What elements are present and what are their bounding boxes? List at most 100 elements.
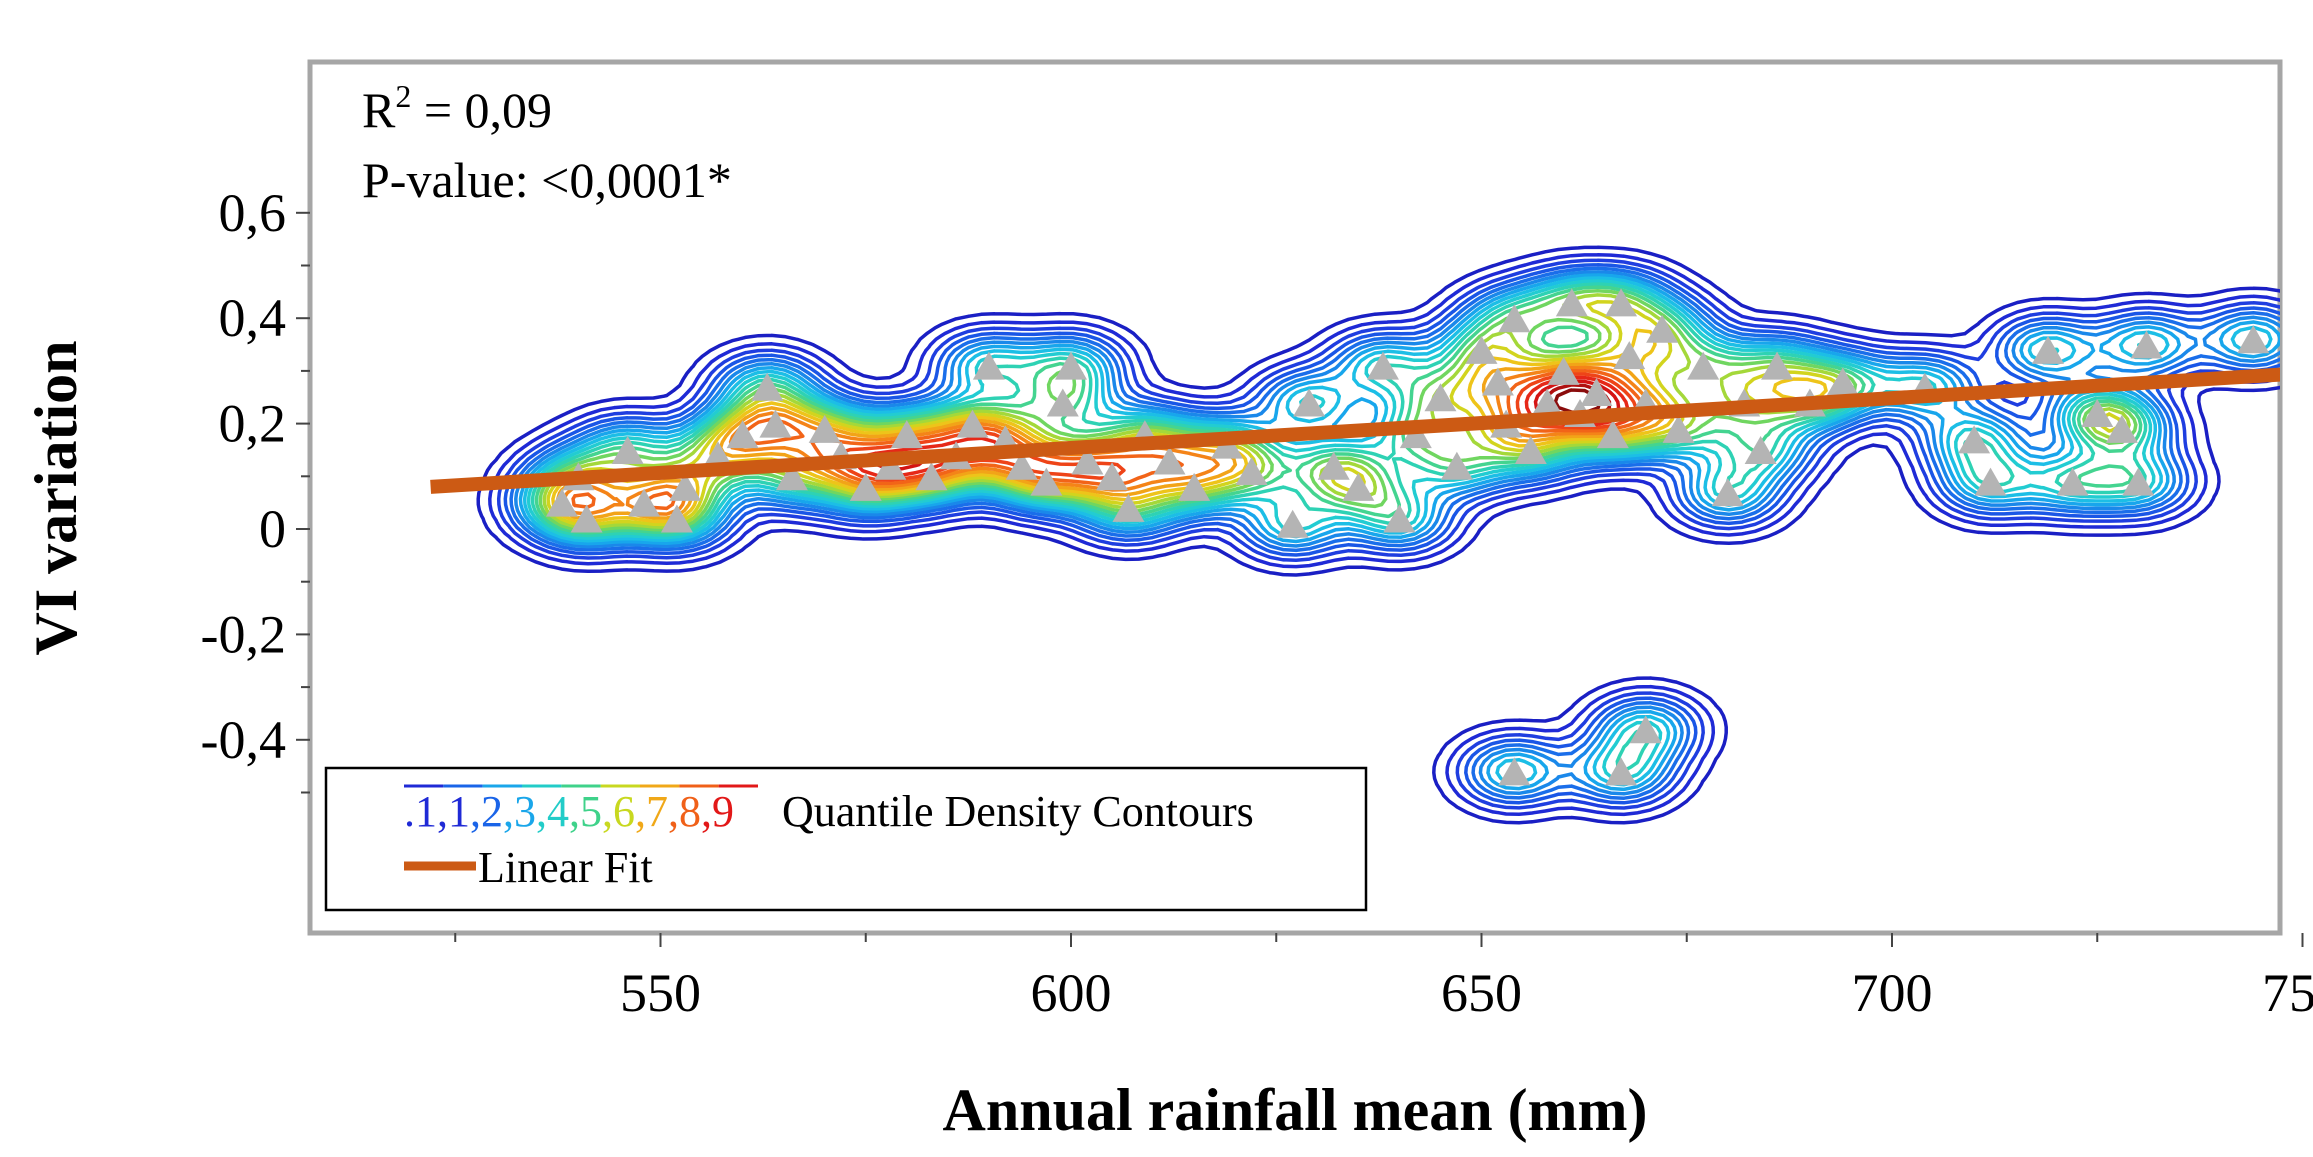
data-point-17 [890,420,923,449]
data-point-35 [1276,509,1309,538]
r-squared-annotation: R2 = 0,09 [362,78,552,138]
density-contour-level-2 [488,252,2280,817]
r-squared-symbol: R [362,82,396,138]
data-point-36 [1293,388,1326,417]
data-point-41 [1399,420,1432,449]
data-point-75 [2130,330,2163,359]
data-point-26 [1055,351,1087,380]
data-point-76 [2237,325,2270,354]
y-tick-label--0,2: -0,2 [201,604,286,664]
legend-contour-label: Quantile Density Contours [782,787,1254,836]
data-point-70 [2031,335,2064,364]
data-point-29 [1112,493,1145,522]
y-tick-label--0,4: -0,4 [201,710,286,770]
data-point-18 [915,462,948,491]
linear-fit-line [430,367,2280,494]
data-point-15 [849,472,882,501]
x-tick-label-550: 550 [620,963,701,1023]
r-squared-superscript: 2 [395,78,411,114]
data-point-78 [1605,757,1638,786]
r-squared-value: = 0,09 [411,82,552,138]
legend-fit-label: Linear Fit [478,843,653,892]
x-axis: 550 600 650 700 750 [454,933,2313,1023]
data-point-69 [1974,467,2007,496]
data-point-32 [1178,472,1211,501]
legend-level-3: ,2 [470,787,503,836]
data-point-71 [2056,467,2089,496]
data-point-79 [1629,715,1662,744]
data-point-24 [1030,467,1063,496]
data-point-45 [1481,367,1514,396]
data-point-40 [1383,504,1416,533]
data-point-10 [751,372,784,401]
data-point-7 [669,472,702,501]
data-point-11 [759,409,792,438]
x-tick-label-700: 700 [1852,963,1933,1023]
data-point-37 [1317,451,1350,480]
x-tick-label-750: 750 [2262,963,2313,1023]
data-point-77 [1498,757,1531,786]
x-tick-label-650: 650 [1441,963,1522,1023]
y-tick-label-0,4: 0,4 [219,288,287,348]
data-point-38 [1342,472,1375,501]
data-points [545,288,2270,786]
data-point-34 [1235,457,1268,486]
data-point-50 [1547,356,1580,385]
data-point-44 [1465,335,1498,364]
legend-level-10: ,9 [701,787,734,836]
data-point-47 [1498,304,1531,333]
data-point-61 [1711,478,1744,507]
y-tick-label-0,2: 0,2 [219,394,287,454]
data-point-25 [1046,388,1079,417]
density-contour-level-1 [476,245,2280,825]
data-point-49 [1531,388,1564,417]
data-point-28 [1096,462,1129,491]
data-point-23 [1005,451,1038,480]
linear-fit-group [430,367,2280,494]
legend: .1,1,2,3,4,5,6,7,8,9 Quantile Density Co… [324,766,1368,912]
data-point-74 [2122,467,2155,496]
data-point-51 [1555,288,1588,317]
data-point-4 [611,435,644,464]
data-point-39 [1366,351,1399,380]
data-point-6 [660,504,693,533]
legend-level-6: ,5 [569,787,602,836]
data-point-43 [1440,451,1473,480]
y-tick-label-0,6: 0,6 [219,183,287,243]
data-point-9 [726,420,759,449]
data-point-12 [775,462,808,491]
density-contour-level-11 [534,285,2143,535]
data-point-53 [1580,377,1613,406]
legend-level-2: ,1 [437,787,470,836]
data-point-58 [1646,314,1679,343]
data-point-20 [956,409,989,438]
data-point-68 [1958,425,1991,454]
legend-level-5: ,4 [536,787,569,836]
legend-contour-levels: .1,1,2,3,4,5,6,7,8,9 [404,787,734,836]
data-point-60 [1687,351,1720,380]
density-contour-level-7 [518,273,2280,792]
y-tick-label-0: 0 [259,499,286,559]
y-axis-title: VI variation [23,341,89,656]
data-point-54 [1596,420,1629,449]
data-point-64 [1761,351,1794,380]
data-point-59 [1662,414,1695,443]
data-point-63 [1744,435,1777,464]
x-tick-label-600: 600 [1031,963,1112,1023]
legend-level-9: ,8 [668,787,701,836]
data-point-42 [1424,383,1457,412]
legend-level-4: ,3 [503,787,536,836]
legend-level-1: .1 [404,787,437,836]
x-axis-title: Annual rainfall mean (mm) [943,1077,1648,1143]
data-point-5 [628,488,661,517]
legend-level-8: ,7 [635,787,668,836]
density-contour-level-5 [509,266,2280,800]
legend-level-7: ,6 [602,787,635,836]
data-point-21 [972,351,1005,380]
data-point-72 [2081,399,2114,428]
legend-box [324,766,1368,912]
y-axis: 0,6 0,4 0,2 0 -0,2 -0,4 [201,183,310,794]
data-point-27 [1071,446,1104,475]
data-point-13 [808,414,841,443]
